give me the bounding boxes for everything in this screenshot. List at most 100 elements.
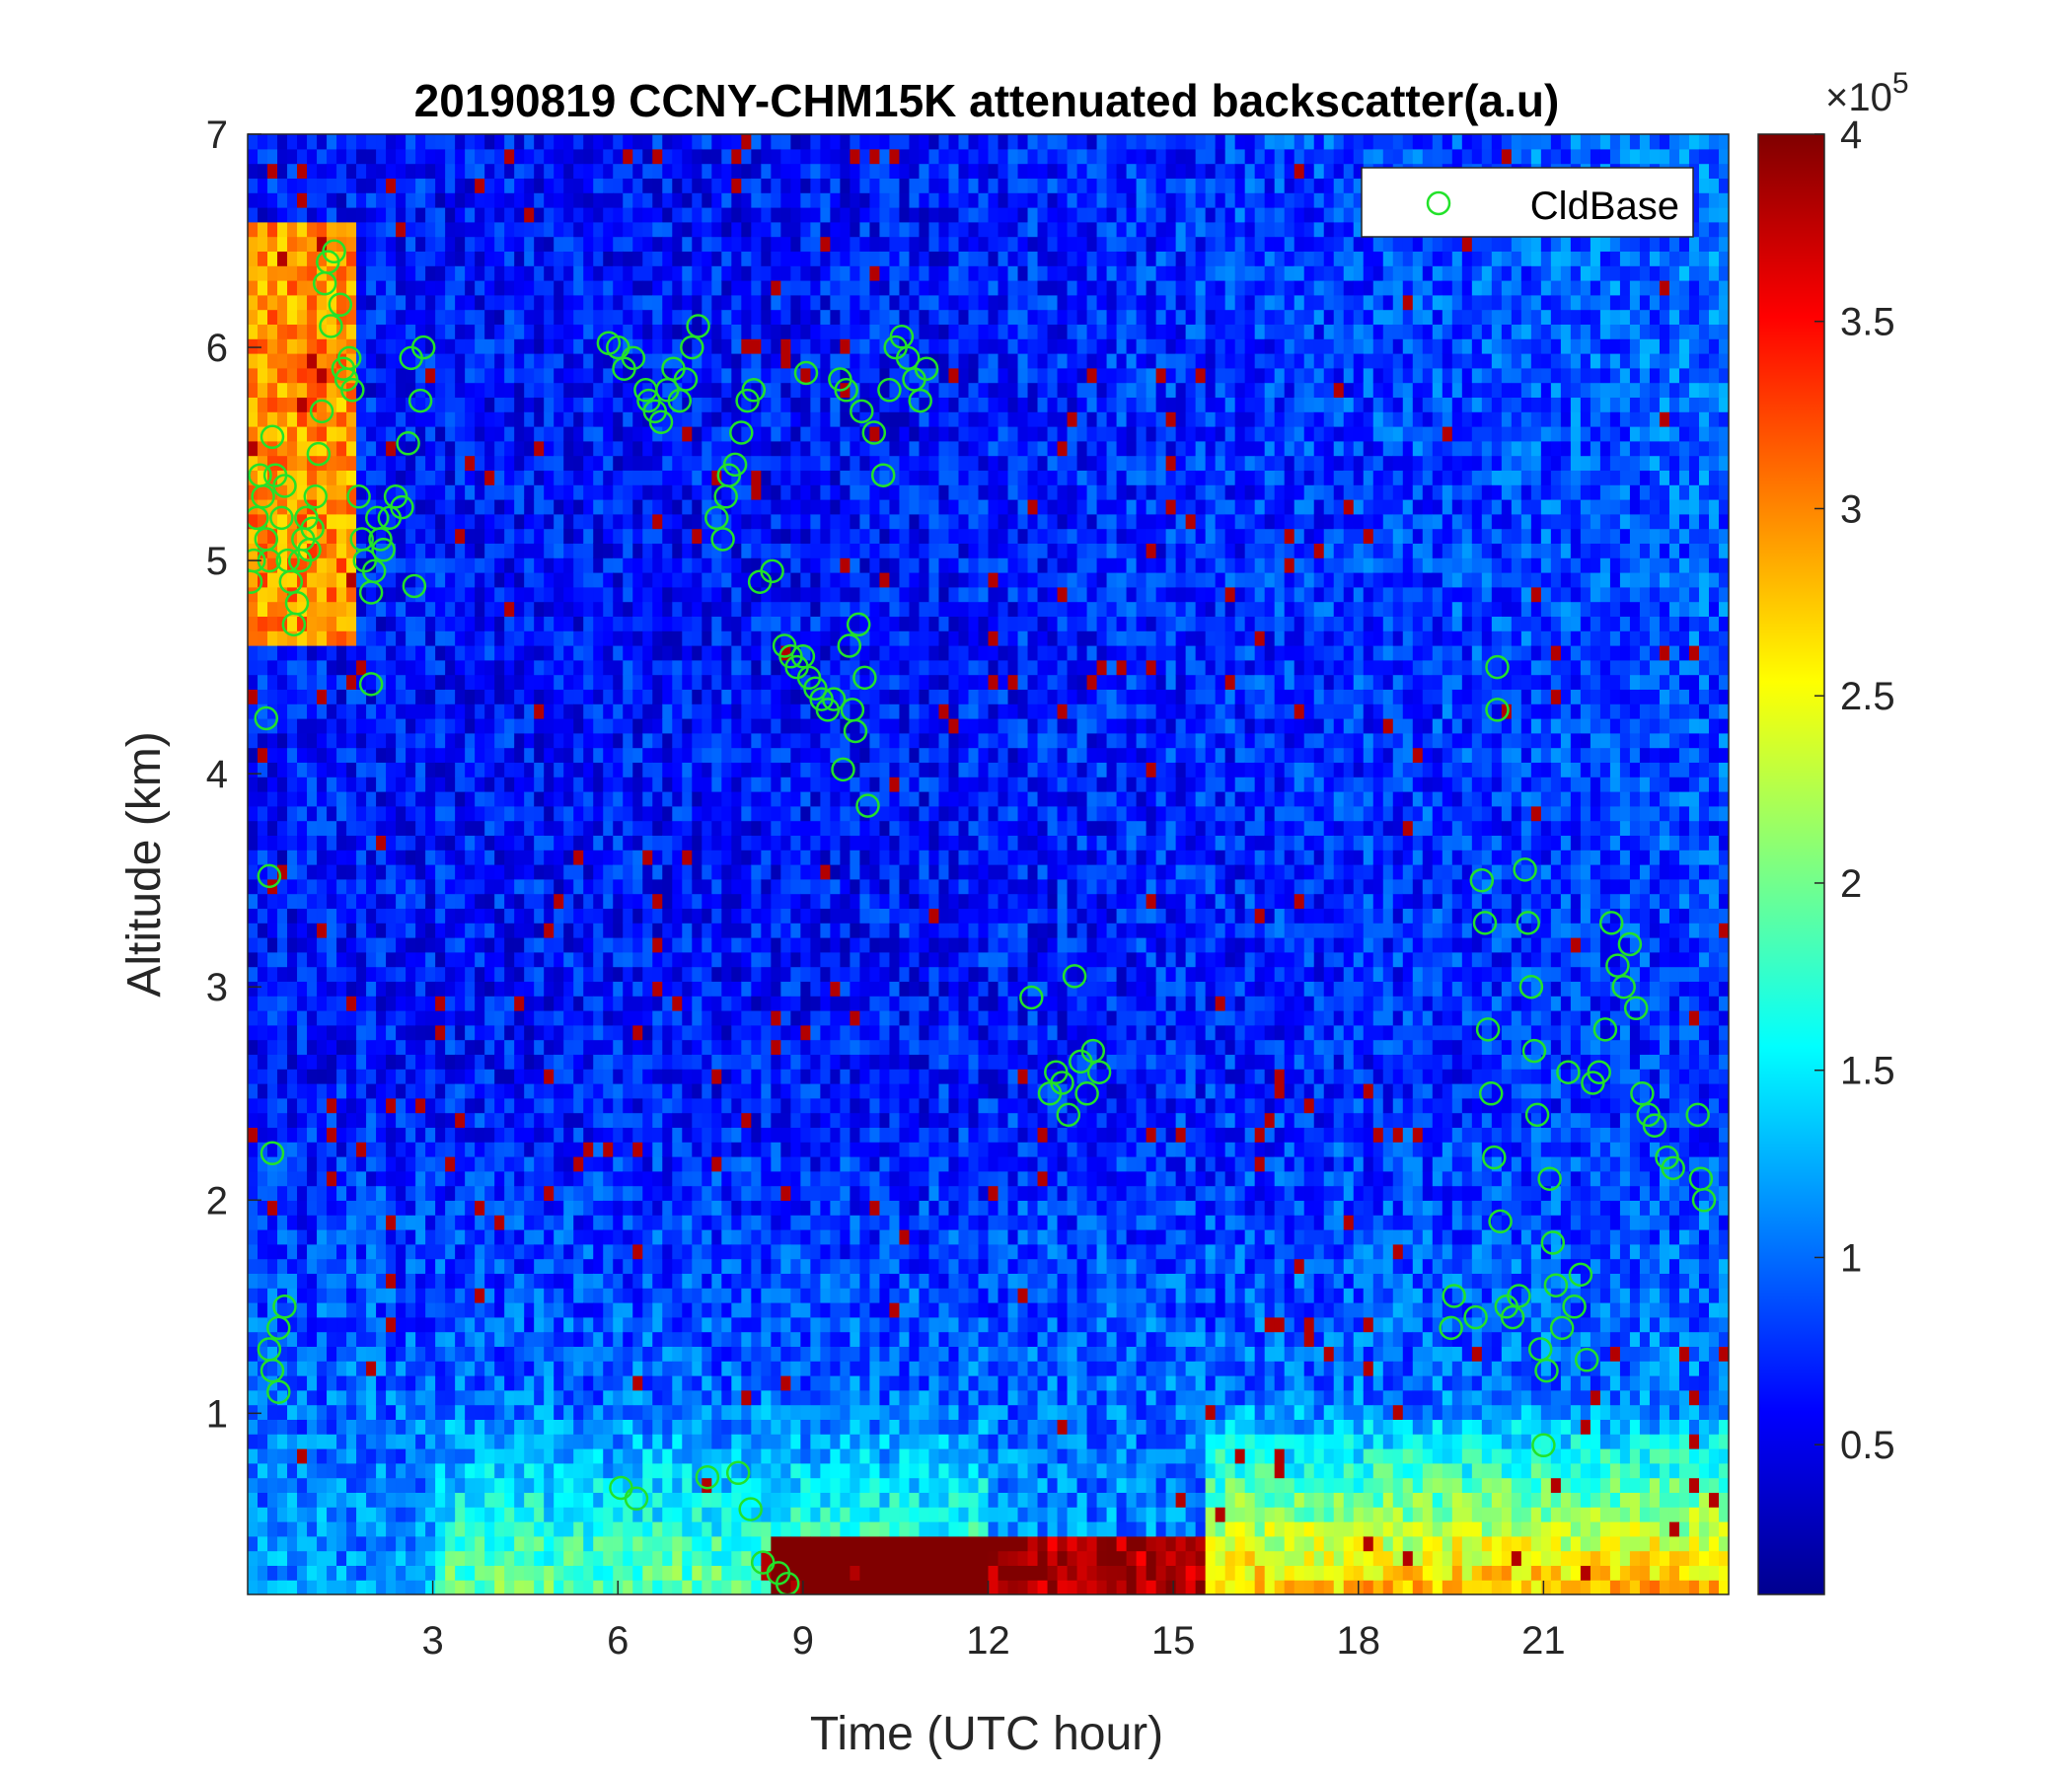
- heatmap-cell: [287, 1215, 298, 1230]
- heatmap-cell: [287, 616, 298, 631]
- heatmap-cell: [731, 309, 742, 325]
- heatmap-cell: [554, 294, 564, 311]
- heatmap-cell: [484, 645, 495, 661]
- heatmap-cell: [524, 981, 535, 997]
- heatmap-cell: [702, 1258, 712, 1274]
- heatmap-cell: [573, 1185, 584, 1201]
- heatmap-cell: [702, 659, 712, 676]
- heatmap-cell: [504, 1535, 515, 1552]
- heatmap-cell: [702, 1288, 712, 1303]
- heatmap-cell: [406, 557, 416, 573]
- heatmap-cell: [662, 674, 673, 690]
- heatmap-cell: [662, 1273, 673, 1289]
- heatmap-cell: [307, 1302, 318, 1318]
- heatmap-cell: [386, 937, 397, 953]
- heatmap-cell: [583, 207, 594, 223]
- heatmap-cell: [445, 397, 456, 412]
- heatmap-cell: [613, 1127, 624, 1143]
- heatmap-cell: [317, 1083, 328, 1099]
- heatmap-cell: [425, 893, 436, 909]
- heatmap-cell: [603, 1215, 614, 1230]
- heatmap-cell: [435, 528, 446, 544]
- heatmap-cell: [356, 937, 367, 953]
- heatmap-cell: [287, 1434, 298, 1449]
- heatmap-cell: [376, 1024, 387, 1041]
- heatmap-cell: [544, 1215, 555, 1230]
- heatmap-cell: [573, 163, 584, 179]
- heatmap-cell: [248, 1024, 259, 1041]
- heatmap-cell: [376, 1097, 387, 1114]
- heatmap-cell: [336, 557, 347, 573]
- heatmap-cell: [475, 981, 485, 997]
- heatmap-cell: [277, 1448, 288, 1464]
- heatmap-cell: [563, 791, 574, 807]
- heatmap-cell: [721, 411, 732, 427]
- heatmap-cell: [593, 732, 604, 749]
- heatmap-cell: [623, 659, 633, 676]
- heatmap-cell: [554, 280, 564, 296]
- heatmap-cell: [425, 1097, 436, 1114]
- heatmap-cell: [396, 1404, 407, 1420]
- heatmap-cell: [277, 1477, 288, 1493]
- heatmap-cell: [623, 1375, 633, 1391]
- heatmap-cell: [682, 134, 693, 150]
- heatmap-cell: [524, 309, 535, 325]
- heatmap-cell: [445, 616, 456, 631]
- heatmap-cell: [711, 294, 722, 311]
- heatmap-cell: [248, 397, 259, 412]
- heatmap-cell: [287, 1010, 298, 1026]
- heatmap-cell: [307, 1200, 318, 1216]
- heatmap-cell: [415, 1565, 426, 1581]
- heatmap-cell: [475, 1316, 485, 1333]
- heatmap-cell: [307, 850, 318, 865]
- heatmap-cell: [692, 1039, 703, 1055]
- heatmap-cell: [386, 645, 397, 661]
- heatmap-cell: [652, 1024, 663, 1041]
- heatmap-cell: [435, 397, 446, 412]
- heatmap-cell: [346, 1185, 357, 1201]
- heatmap-cell: [317, 338, 328, 354]
- heatmap-cell: [494, 878, 505, 895]
- heatmap-cell: [524, 1170, 535, 1187]
- heatmap-cell: [721, 484, 732, 500]
- heatmap-cell: [396, 659, 407, 676]
- heatmap-cell: [652, 1448, 663, 1464]
- heatmap-cell: [504, 353, 515, 369]
- heatmap-cell: [731, 1258, 742, 1274]
- heatmap-cell: [277, 1185, 288, 1201]
- heatmap-cell: [583, 440, 594, 457]
- heatmap-cell: [731, 1273, 742, 1289]
- heatmap-cell: [494, 864, 505, 880]
- heatmap-cell: [672, 864, 683, 880]
- heatmap-cell: [336, 1565, 347, 1581]
- heatmap-cell: [465, 1580, 476, 1594]
- heatmap-cell: [346, 1580, 357, 1594]
- heatmap-cell: [494, 236, 505, 252]
- heatmap-cell: [366, 1069, 377, 1084]
- heatmap-cell: [731, 1507, 742, 1522]
- heatmap-cell: [406, 1185, 416, 1201]
- heatmap-cell: [258, 440, 268, 457]
- heatmap-cell: [277, 850, 288, 865]
- heatmap-cell: [277, 367, 288, 384]
- heatmap-cell: [603, 484, 614, 500]
- heatmap-cell: [396, 265, 407, 281]
- heatmap-cell: [524, 280, 535, 296]
- heatmap-cell: [603, 1389, 614, 1406]
- heatmap-cell: [524, 1054, 535, 1070]
- heatmap-cell: [465, 630, 476, 646]
- heatmap-cell: [652, 747, 663, 763]
- heatmap-cell: [346, 513, 357, 530]
- heatmap-cell: [573, 1054, 584, 1070]
- heatmap-cell: [583, 1069, 594, 1084]
- heatmap-cell: [642, 1258, 653, 1274]
- heatmap-cell: [554, 1170, 564, 1187]
- heatmap-cell: [455, 353, 466, 369]
- heatmap-cell: [504, 1580, 515, 1594]
- heatmap-cell: [317, 762, 328, 777]
- heatmap-cell: [563, 1243, 574, 1260]
- heatmap-cell: [327, 674, 337, 690]
- heatmap-cell: [455, 134, 466, 150]
- heatmap-cell: [554, 601, 564, 617]
- heatmap-cell: [632, 893, 643, 909]
